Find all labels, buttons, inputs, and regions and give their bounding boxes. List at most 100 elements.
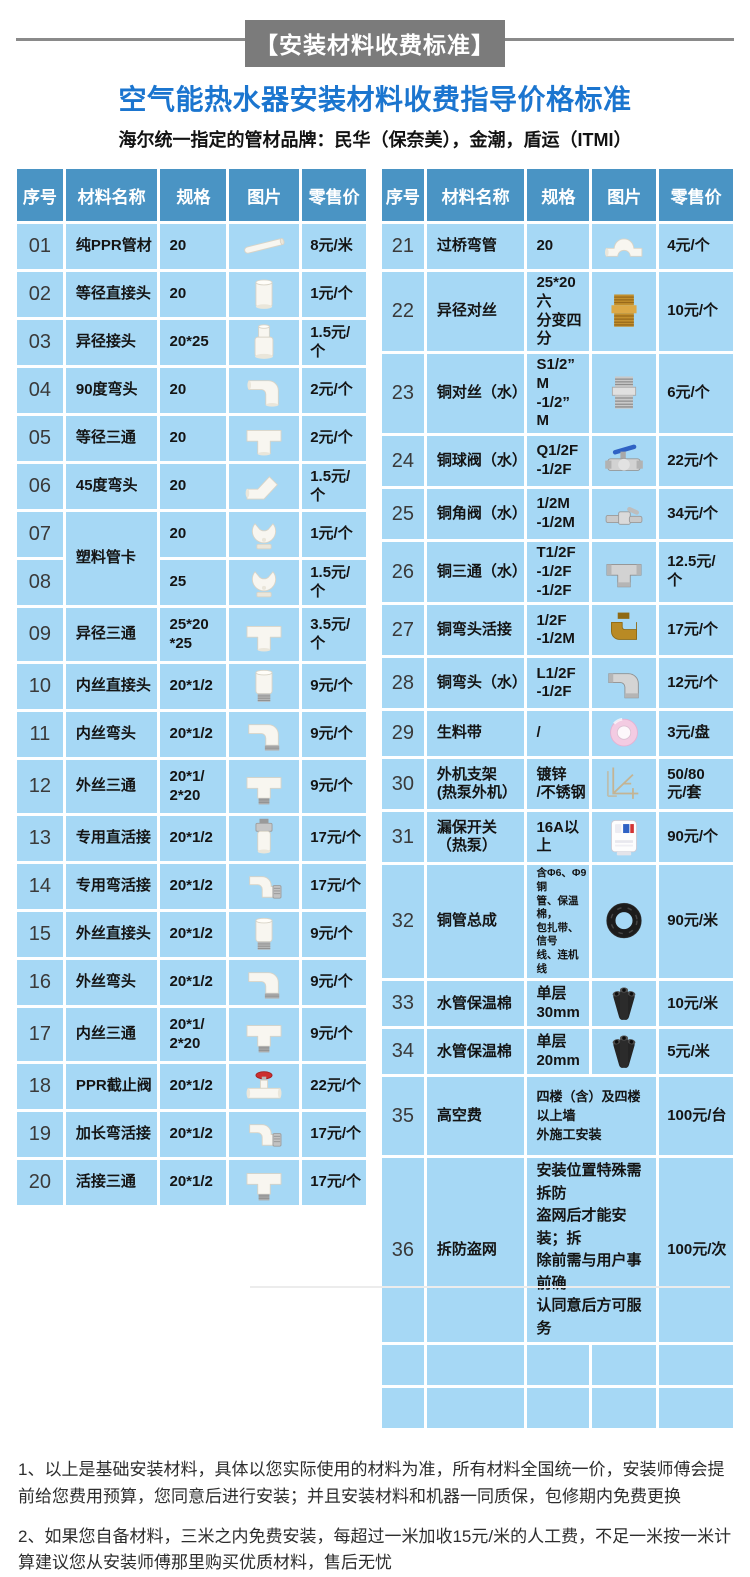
table-row: 18 PPR截止阀 20*1/2 22元/个: [17, 1064, 366, 1109]
price-cell: 100元/台: [659, 1077, 733, 1156]
price-cell: 1元/个: [302, 272, 366, 317]
table-row: 22 异径对丝 25*20六 分变四分 10元/个: [382, 272, 733, 351]
table-row: 24 铜球阀（水） Q1/2F -1/2F 22元/个: [382, 436, 733, 486]
page: { "banner": "【安装材料收费标准】", "title": "空气能热…: [0, 20, 750, 1572]
breaker-photo-icon: [611, 819, 638, 856]
spec-cell: 20: [160, 512, 227, 557]
photo-cell: [229, 1064, 300, 1109]
column-header: 规格: [527, 169, 590, 221]
table-row: 25 铜角阀（水） 1/2M -1/2M 34元/个: [382, 489, 733, 539]
photo-cell: [592, 711, 657, 757]
photo-cell: [229, 464, 300, 509]
table-row: 33 水管保温棉 单层30mm 10元/米: [382, 981, 733, 1027]
photo-cell: [229, 864, 300, 909]
table-row: 32 铜管总成 含Φ6、Φ9铜 管、保温棉， 包扎带、信号 线、连机线 90元/米: [382, 865, 733, 979]
material-name-cell: 90度弯头: [65, 368, 158, 413]
white-coupler-photo-icon: [255, 279, 273, 309]
material-name-cell: 高空费: [426, 1077, 525, 1156]
row-no-cell: 19: [17, 1112, 63, 1157]
price-cell: 1.5元/个: [302, 560, 366, 605]
steel-elbow-photo-icon: [608, 672, 640, 699]
material-table-left: 序号 材料名称 规格 图片 零售价 01 纯PPR管材 20 8元/米 02 等径直接头 20 1元/个…: [14, 166, 369, 1208]
coil-photo-icon: [606, 903, 642, 939]
photo-cell: [592, 1029, 657, 1075]
spec-cell: 20*1/ 2*20: [160, 1008, 227, 1061]
table-row: 36 拆防盗网 安装位置特殊需拆防 盗网后才能安装；拆 除前需与用户事前确 认同意后…: [382, 1158, 733, 1343]
ball-valve-photo-icon: [605, 444, 644, 471]
price-cell: 9元/个: [302, 712, 366, 757]
price-cell: 90元/个: [659, 812, 733, 863]
spec-cell: 1/2M -1/2M: [527, 489, 590, 539]
material-name-cell: 专用直活接: [65, 816, 158, 861]
steel-tee-photo-icon: [606, 563, 642, 587]
header-row: 序号 材料名称 规格 图片 零售价: [382, 169, 733, 221]
table-row: 26 铜三通（水） T1/2F -1/2F -1/2F 12.5元/个: [382, 542, 733, 603]
price-cell: 50/80 元/套: [659, 759, 733, 810]
spec-cell: 20*1/ 2*20: [160, 760, 227, 813]
price-cell: 1.5元/个: [302, 320, 366, 365]
material-name-cell: 水管保温棉: [426, 981, 525, 1027]
table-row: 16 外丝弯头 20*1/2 9元/个: [17, 960, 366, 1005]
row-no-cell: 35: [382, 1077, 424, 1156]
row-no-cell: 20: [17, 1160, 63, 1205]
brass-elbow-photo-icon: [611, 612, 638, 640]
spec-cell: 20*1/2: [160, 816, 227, 861]
price-cell: 6元/个: [659, 354, 733, 433]
price-cell: 17元/个: [302, 816, 366, 861]
photo-cell: [229, 368, 300, 413]
price-cell: 22元/个: [659, 436, 733, 486]
row-no-cell: 16: [17, 960, 63, 1005]
material-name-cell: 异径对丝: [426, 272, 525, 351]
table-row: 02 等径直接头 20 1元/个: [17, 272, 366, 317]
row-no-cell: 02: [17, 272, 63, 317]
bracket-photo-icon: [607, 767, 639, 799]
price-cell: 17元/个: [302, 1112, 366, 1157]
material-name-cell: 专用弯活接: [65, 864, 158, 909]
white-tee-metal-photo-icon: [246, 1025, 282, 1053]
row-no-cell: 27: [382, 605, 424, 656]
price-cell: 3元/盘: [659, 711, 733, 757]
photo-cell: [229, 1112, 300, 1157]
table-row: 08 25 1.5元/个: [17, 560, 366, 605]
photo-cell: [592, 812, 657, 863]
row-no-cell: 01: [17, 224, 63, 269]
table-row: 06 45度弯头 20 1.5元/个: [17, 464, 366, 509]
photo-cell: [229, 712, 300, 757]
row-no-cell: 13: [17, 816, 63, 861]
table-row: 12 外丝三通 20*1/ 2*20 9元/个: [17, 760, 366, 813]
page-title: 空气能热水器安装材料收费指导价格标准: [118, 84, 632, 115]
photo-cell: [592, 605, 657, 656]
column-header: 材料名称: [65, 169, 158, 221]
row-no-cell: 14: [17, 864, 63, 909]
tape-roll-photo-icon: [610, 718, 639, 747]
empty-row: [382, 1345, 733, 1386]
empty-row: [382, 1388, 733, 1429]
white-union-elbow-photo-icon: [249, 1124, 282, 1147]
row-no-cell: 04: [17, 368, 63, 413]
price-cell: 4元/个: [659, 224, 733, 269]
spec-cell: 20: [160, 368, 227, 413]
spec-cell: 20: [160, 224, 227, 269]
white-coupler-metal-photo-icon: [255, 917, 273, 950]
spec-cell: 20*1/2: [160, 1160, 227, 1205]
top-banner: 【安装材料收费标准】: [0, 20, 750, 67]
photo-cell: [229, 560, 300, 605]
photo-cell: [229, 272, 300, 317]
material-name-cell: 内丝直接头: [65, 664, 158, 709]
row-no-cell: 05: [17, 416, 63, 461]
photo-cell: [592, 759, 657, 810]
table-row: 10 内丝直接头 20*1/2 9元/个: [17, 664, 366, 709]
row-no-cell: 34: [382, 1029, 424, 1075]
material-name-cell: 异径接头: [65, 320, 158, 365]
table-row: 35 高空费 四楼（含）及四楼以上墙 外施工安装 100元/台: [382, 1077, 733, 1156]
spec-cell: 单层20mm: [527, 1029, 590, 1075]
row-no-cell: 06: [17, 464, 63, 509]
spec-cell: 20*1/2: [160, 712, 227, 757]
photo-cell: [229, 816, 300, 861]
footer-notes: 1、以上是基础安装材料，具体以您实际使用的材料为准，所有材料全国统一价，安装师傅…: [0, 1457, 750, 1576]
photo-cell: [229, 1008, 300, 1061]
photo-cell: [229, 912, 300, 957]
white-union-straight-photo-icon: [255, 818, 273, 854]
row-no-cell: 10: [17, 664, 63, 709]
material-name-cell: 漏保开关 （热泵）: [426, 812, 525, 863]
